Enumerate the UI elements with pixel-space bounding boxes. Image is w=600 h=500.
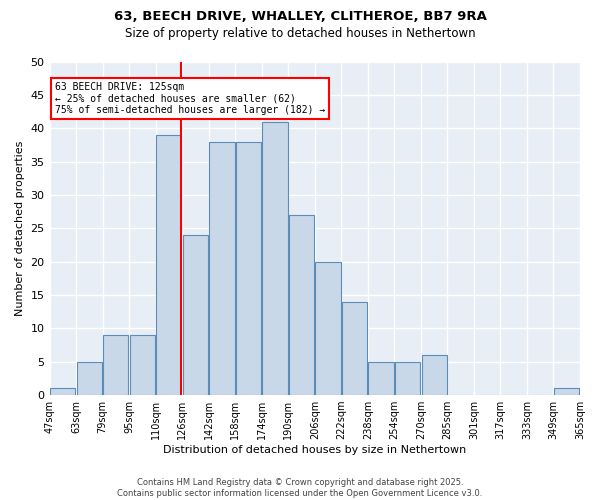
Bar [183, 235, 208, 395]
Bar [209, 142, 235, 395]
Bar [130, 335, 155, 395]
Bar [316, 262, 341, 395]
Bar [77, 362, 102, 395]
Text: Contains HM Land Registry data © Crown copyright and database right 2025.
Contai: Contains HM Land Registry data © Crown c… [118, 478, 482, 498]
Bar [289, 215, 314, 395]
Text: 63, BEECH DRIVE, WHALLEY, CLITHEROE, BB7 9RA: 63, BEECH DRIVE, WHALLEY, CLITHEROE, BB7… [113, 10, 487, 23]
Bar [262, 122, 287, 395]
Text: Size of property relative to detached houses in Nethertown: Size of property relative to detached ho… [125, 28, 475, 40]
Bar [554, 388, 580, 395]
Y-axis label: Number of detached properties: Number of detached properties [15, 140, 25, 316]
Bar [422, 355, 447, 395]
Bar [368, 362, 394, 395]
Bar [103, 335, 128, 395]
Bar [395, 362, 420, 395]
X-axis label: Distribution of detached houses by size in Nethertown: Distribution of detached houses by size … [163, 445, 466, 455]
Bar [50, 388, 76, 395]
Text: 63 BEECH DRIVE: 125sqm
← 25% of detached houses are smaller (62)
75% of semi-det: 63 BEECH DRIVE: 125sqm ← 25% of detached… [55, 82, 325, 114]
Bar [236, 142, 261, 395]
Bar [156, 135, 181, 395]
Bar [342, 302, 367, 395]
